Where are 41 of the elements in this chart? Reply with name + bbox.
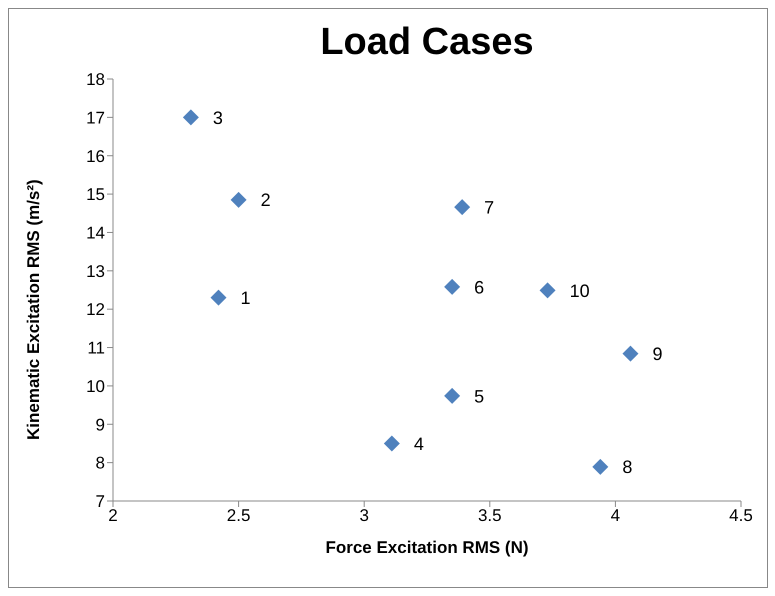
y-tick-label: 11 <box>87 338 105 358</box>
y-tick-label: 16 <box>86 146 105 166</box>
y-tick-label: 12 <box>86 300 105 320</box>
annotation: 7 <box>484 198 494 218</box>
x-tick-label: 2 <box>108 506 118 526</box>
point <box>444 388 460 404</box>
annotation: 10 <box>570 280 590 301</box>
point <box>230 192 247 208</box>
y-tick-label: 13 <box>86 262 105 281</box>
annotation: 4 <box>414 434 424 454</box>
point <box>182 109 199 126</box>
y-tick-label: 18 <box>86 70 105 90</box>
y-axis-title: Kinematic Excitation RMS (m/s²) <box>24 179 44 440</box>
y-tick-label: 10 <box>86 376 105 396</box>
annotation: 9 <box>652 344 662 364</box>
point <box>592 458 608 475</box>
annotation: 2 <box>260 190 271 210</box>
point <box>384 435 400 452</box>
x-tick-label: 4.5 <box>729 506 753 526</box>
y-tick-label: 17 <box>86 108 105 128</box>
point <box>622 346 638 362</box>
y-tick-label: 8 <box>96 454 105 473</box>
y-tick-label: 9 <box>96 415 105 434</box>
x-axis-title: Force Excitation RMS (N) <box>325 538 529 557</box>
annotation: 8 <box>622 457 632 478</box>
annotation: 6 <box>474 277 484 298</box>
annotation: 1 <box>240 288 251 308</box>
chart-title: Load Cases <box>319 21 535 64</box>
x-tick-label: 2.5 <box>226 506 250 526</box>
annotation: 5 <box>474 386 484 406</box>
point <box>210 290 227 306</box>
x-tick-label: 4 <box>610 506 620 526</box>
x-tick-label: 3.5 <box>478 506 502 526</box>
point <box>444 278 460 295</box>
y-tick-label: 15 <box>86 185 105 204</box>
x-tick-label: 3 <box>359 506 369 526</box>
annotation: 3 <box>212 108 223 128</box>
y-tick-label: 14 <box>86 223 105 242</box>
point <box>540 282 556 298</box>
y-tick-label: 7 <box>96 492 105 512</box>
point <box>454 199 470 216</box>
